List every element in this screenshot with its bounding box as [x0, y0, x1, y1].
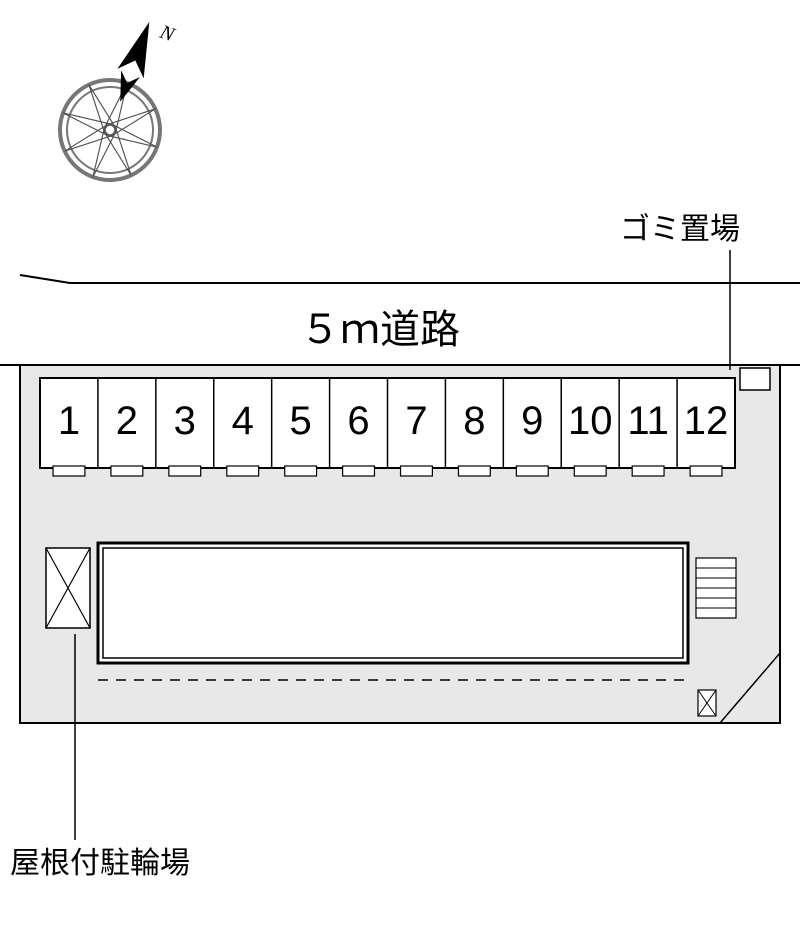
road-upper-edge	[20, 275, 800, 283]
site-plan-svg: N123456789101112	[0, 0, 800, 941]
bicycle-shed	[46, 548, 90, 628]
site-plan: N123456789101112 ５ｍ道路 ゴミ置場 屋根付駐輪場	[0, 0, 800, 941]
parking-space-number: 11	[627, 399, 669, 443]
svg-text:N: N	[156, 21, 179, 47]
wheel-stop	[53, 466, 85, 476]
wheel-stop	[227, 466, 259, 476]
road-label: ５ｍ道路	[300, 297, 460, 355]
parking-row: 123456789101112	[40, 378, 735, 476]
wheel-stop	[401, 466, 433, 476]
garbage-label: ゴミ置場	[620, 204, 740, 248]
utility-box	[698, 690, 716, 716]
wheel-stop	[632, 466, 664, 476]
parking-space-number: 7	[405, 399, 427, 443]
parking-space-number: 1	[58, 399, 80, 443]
parking-space-number: 12	[684, 399, 729, 443]
parking-space-number: 4	[232, 399, 254, 443]
parking-space-number: 9	[521, 399, 543, 443]
building	[98, 543, 688, 663]
parking-space-number: 2	[116, 399, 138, 443]
compass-icon: N	[46, 0, 198, 194]
parking-space-number: 8	[463, 399, 485, 443]
wheel-stop	[458, 466, 490, 476]
stairs-icon	[696, 558, 736, 618]
wheel-stop	[574, 466, 606, 476]
parking-space-number: 6	[347, 399, 369, 443]
wheel-stop	[169, 466, 201, 476]
garbage-area	[740, 368, 770, 390]
parking-space-number: 3	[174, 399, 196, 443]
wheel-stop	[690, 466, 722, 476]
parking-space-number: 5	[290, 399, 312, 443]
bicycle-parking-label: 屋根付駐輪場	[10, 838, 190, 882]
wheel-stop	[285, 466, 317, 476]
wheel-stop	[343, 466, 375, 476]
wheel-stop	[111, 466, 143, 476]
wheel-stop	[516, 466, 548, 476]
parking-space-number: 10	[568, 399, 613, 443]
